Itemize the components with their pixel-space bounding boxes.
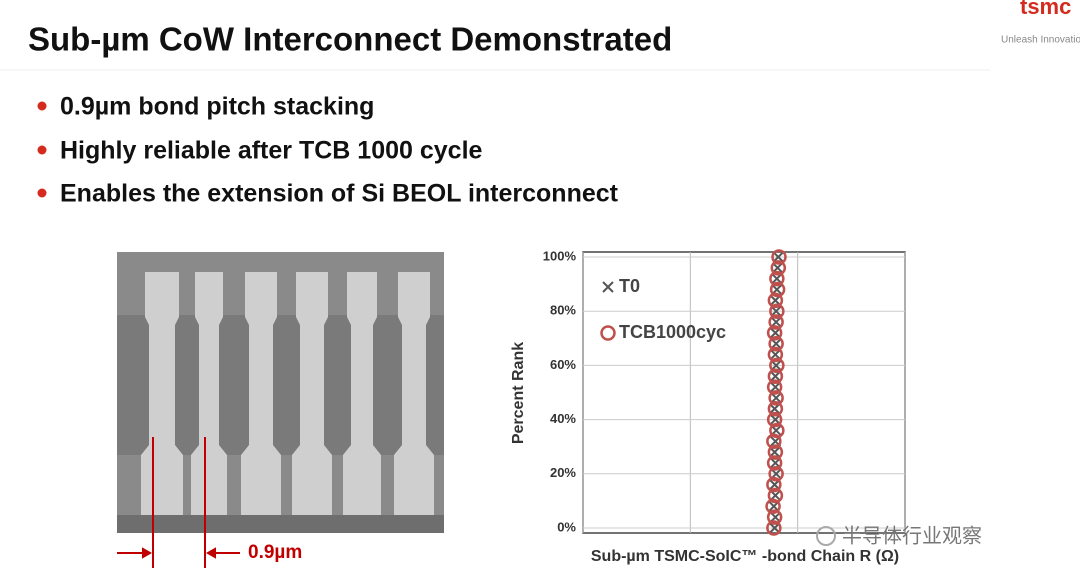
bullet-dot	[37, 101, 47, 111]
circle-marker	[768, 335, 784, 352]
circle-marker	[769, 270, 785, 287]
circle-marker	[766, 509, 783, 525]
circle-marker	[767, 368, 784, 384]
circle-marker	[766, 411, 783, 428]
y-tick-label: 20%	[550, 465, 576, 480]
watermark: 半导体行业观察	[842, 524, 982, 547]
bullet-dot	[37, 188, 47, 198]
y-axis-label: Percent Rank	[510, 342, 527, 444]
y-tick-label: 40%	[550, 411, 576, 426]
circle-marker	[769, 281, 786, 298]
sem-pillars	[141, 272, 434, 515]
tagline: Unleash Innovation	[1001, 35, 1080, 46]
legend-marker	[600, 325, 616, 341]
circle-marker	[766, 325, 783, 341]
circle-marker	[767, 487, 784, 504]
legend-label: TCB1000cyc	[619, 322, 726, 342]
circle-marker	[767, 401, 784, 417]
y-tick-label: 80%	[550, 303, 576, 318]
circle-marker	[768, 314, 784, 330]
bullet: 0.9µm bond pitch stacking	[60, 93, 374, 121]
slide-title: Sub-µm CoW Interconnect Demonstrated	[28, 21, 672, 58]
circle-marker	[767, 346, 784, 363]
watermark-icon	[816, 526, 836, 546]
circle-marker	[765, 498, 781, 515]
legend-marker	[602, 281, 614, 293]
bullet-dot	[37, 145, 47, 155]
plot-area	[582, 251, 906, 534]
y-tick-label: 0%	[557, 519, 576, 534]
circle-marker	[769, 422, 785, 439]
y-tick-label: 60%	[550, 357, 576, 372]
chart: 0% 20% 40% 60% 80% 100% T0 TCB1000cyc	[543, 248, 906, 536]
circle-marker	[767, 292, 784, 309]
bullets: 0.9µm bond pitch stacking Highly reliabl…	[37, 93, 619, 208]
x-axis-label: Sub-µm TSMC-SoIC™ -bond Chain R (Ω)	[591, 548, 899, 565]
legend-label: T0	[619, 276, 640, 296]
circle-marker	[766, 476, 782, 493]
sem-base	[117, 515, 444, 533]
circle-marker	[771, 249, 787, 265]
x-marker	[772, 251, 785, 263]
circle-marker	[767, 444, 784, 460]
bullet: Highly reliable after TCB 1000 cycle	[60, 137, 483, 165]
bullet: Enables the extension of Si BEOL interco…	[60, 180, 619, 208]
circle-marker	[770, 260, 787, 276]
pitch-label: 0.9µm	[248, 542, 302, 563]
circle-marker	[766, 520, 782, 536]
y-tick-label: 100%	[543, 248, 577, 263]
circle-marker	[769, 303, 785, 319]
pitch-annotation	[117, 437, 240, 568]
sem-image	[117, 252, 444, 533]
circle-marker	[766, 455, 783, 471]
circle-marker	[768, 390, 784, 406]
circle-marker	[769, 357, 785, 374]
circle-marker	[766, 379, 783, 395]
circle-marker	[768, 466, 784, 482]
logo: tsmc	[1020, 0, 1071, 19]
